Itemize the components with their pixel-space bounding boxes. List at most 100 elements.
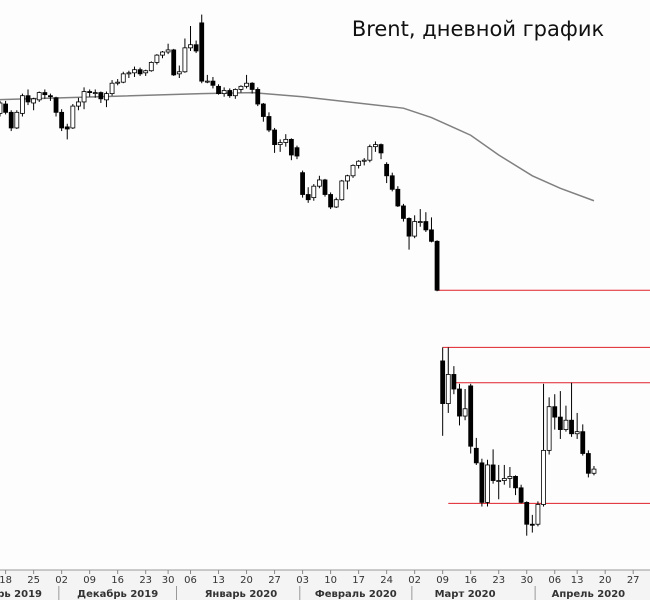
candle-body [294, 147, 300, 157]
candle-body [76, 101, 81, 107]
candle-body [429, 229, 434, 242]
candle-body [87, 91, 93, 93]
candle-body [451, 374, 457, 390]
candle-body [479, 462, 485, 503]
candle-body [42, 92, 48, 96]
candle-body [244, 82, 249, 87]
candle-body [384, 163, 390, 177]
candle-body [462, 408, 468, 417]
candle-body [529, 523, 535, 526]
candle-body [92, 92, 98, 94]
candle-body [473, 447, 479, 464]
candle-body [238, 85, 244, 90]
candle-body [501, 478, 507, 481]
month-label: Апрель 2020 [552, 589, 626, 600]
x-tick-label: 09 [83, 575, 96, 586]
candle-body [210, 80, 216, 86]
candle-body [311, 185, 317, 199]
candle-body [8, 111, 14, 129]
candle-body [221, 90, 227, 95]
plot-area [0, 0, 650, 570]
candle-body [126, 72, 132, 75]
x-tick-label: 13 [571, 575, 584, 586]
candle-body [25, 95, 31, 103]
candle-body [557, 416, 563, 430]
candle-body [0, 102, 3, 114]
candle-body [81, 91, 87, 103]
candle-body [148, 62, 154, 72]
candle-body [569, 419, 574, 435]
candle-body [255, 89, 261, 105]
candle-body [507, 475, 513, 479]
x-tick-label: 10 [324, 575, 337, 586]
candle-body [188, 44, 193, 49]
candle-body [59, 111, 65, 129]
candle-body [378, 144, 384, 154]
candle-body [160, 51, 165, 56]
candle-body [367, 146, 373, 161]
candle-body [333, 199, 339, 208]
x-tick-label: 16 [464, 575, 477, 586]
candle-body [574, 431, 580, 435]
candle-body [288, 138, 294, 156]
candle-body [171, 49, 177, 76]
x-tick-label: 30 [520, 575, 533, 586]
candle-body [356, 160, 362, 166]
candle-body [266, 116, 272, 131]
candle-body [395, 188, 401, 207]
month-label: Март 2020 [435, 589, 496, 600]
candle-body [154, 54, 160, 63]
candle-body [524, 501, 530, 525]
month-label: Февраль 2020 [315, 589, 397, 600]
candle-body [3, 103, 9, 113]
candle-body [216, 85, 221, 95]
x-tick-label: 30 [162, 575, 175, 586]
x-tick-label: 02 [408, 575, 421, 586]
candle-body [457, 388, 462, 417]
x-tick-label: 03 [296, 575, 309, 586]
month-label: рь 2019 [0, 589, 42, 600]
candle-body [401, 205, 406, 219]
candle-body [109, 82, 115, 95]
x-tick-label: 13 [212, 575, 225, 586]
candle-body [535, 504, 541, 525]
x-tick-label: 06 [548, 575, 561, 586]
candle-body [316, 179, 322, 187]
candle-body [563, 419, 569, 430]
candle-body [132, 69, 137, 74]
candle-body [48, 95, 53, 98]
candle-body [98, 92, 104, 100]
candle-body [176, 71, 182, 75]
candle-body [350, 164, 356, 177]
candle-body [513, 475, 518, 489]
chart-title: Brent, дневной график [352, 17, 604, 41]
candle-body [232, 89, 238, 97]
candle-body [182, 47, 188, 73]
candle-body [322, 179, 328, 195]
candle-body [70, 105, 76, 129]
candle-body [585, 453, 591, 474]
x-tick-label: 06 [184, 575, 197, 586]
candle-body [518, 487, 524, 503]
candle-body [552, 406, 558, 418]
x-tick-label: 02 [55, 575, 68, 586]
candle-body [361, 159, 367, 162]
candle-body [485, 464, 490, 503]
candle-body [305, 194, 311, 201]
candle-body [260, 103, 266, 117]
x-tick-label: 16 [111, 575, 124, 586]
candle-body [546, 406, 552, 451]
candle-body [541, 449, 546, 505]
candle-body [406, 218, 412, 237]
candle-body [277, 142, 283, 145]
candle-body [417, 221, 423, 223]
x-tick-label: 24 [380, 575, 393, 586]
candle-body [115, 81, 121, 84]
x-tick-label: 20 [240, 575, 253, 586]
candle-body [412, 221, 418, 237]
candle-body [389, 175, 395, 190]
x-axis-area [0, 570, 650, 600]
candle-body [373, 144, 378, 148]
candle-body [104, 93, 109, 101]
